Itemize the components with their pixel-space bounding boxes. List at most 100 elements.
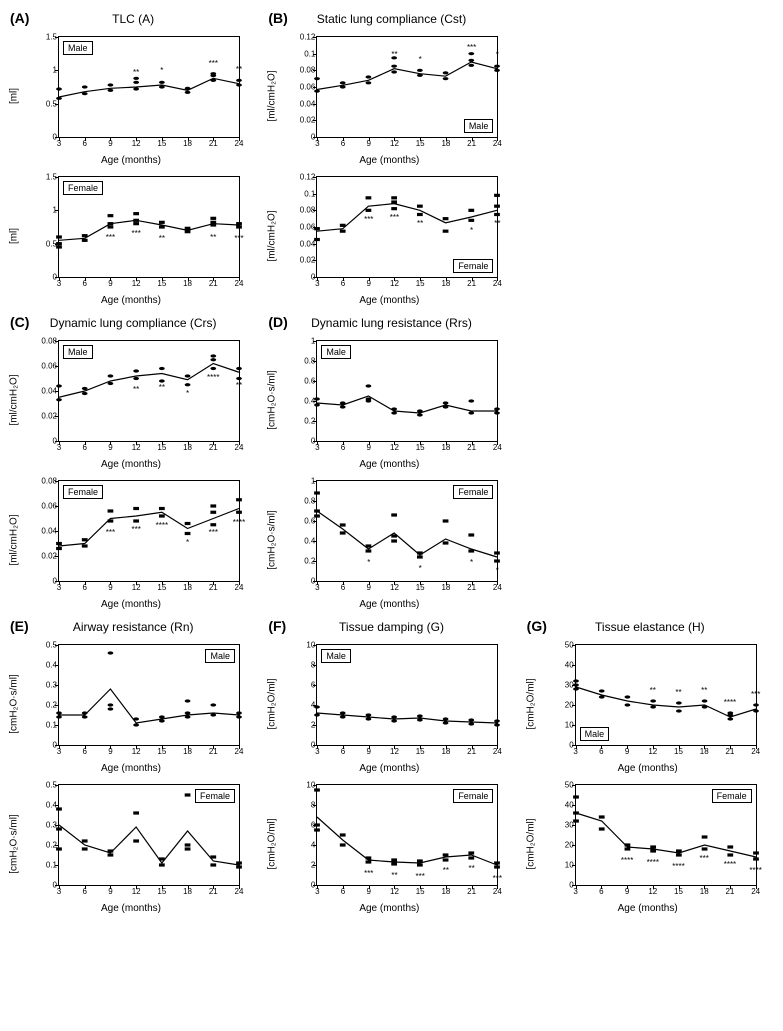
ytick-label: 0.08 <box>41 337 57 346</box>
xtick-label: 12 <box>390 443 399 452</box>
xtick-label: 9 <box>625 887 629 896</box>
y-axis-label: [ml/cmH₂O] <box>9 514 20 565</box>
ytick-label: 0.1 <box>304 49 315 58</box>
significance-marker: * <box>367 559 370 567</box>
xtick-label: 12 <box>132 139 141 148</box>
panel-title: TLC (A) <box>10 12 256 26</box>
ytick-label: 0.5 <box>46 239 57 248</box>
panel-title: Airway resistance (Rn) <box>10 620 256 634</box>
ytick-label: 10 <box>565 861 574 870</box>
xtick-label: 6 <box>341 139 345 148</box>
sex-label-box: Male <box>580 727 610 741</box>
xtick-label: 24 <box>235 443 244 452</box>
sex-label-box: Male <box>63 41 93 55</box>
ytick-label: 1.5 <box>46 33 57 42</box>
xtick-label: 12 <box>390 887 399 896</box>
xtick-label: 6 <box>599 887 603 896</box>
xtick-label: 6 <box>82 747 86 756</box>
y-axis-label: [cmH₂O·s/ml] <box>9 814 20 873</box>
panel-title: Tissue elastance (H) <box>527 620 773 634</box>
xtick-label: 15 <box>416 139 425 148</box>
plot-area: 00.020.040.060.083691215182124**********… <box>58 480 240 582</box>
ytick-label: 2 <box>311 861 315 870</box>
ytick-label: 10 <box>565 721 574 730</box>
ytick-label: 0.5 <box>46 99 57 108</box>
ytick-label: 0.8 <box>304 357 315 366</box>
plot-area: 00.511.53691215182124*************Female <box>58 176 240 278</box>
xtick-label: 18 <box>441 747 450 756</box>
ytick-label: 0.3 <box>46 681 57 690</box>
ytick-label: 0.06 <box>41 502 57 511</box>
xtick-label: 15 <box>157 583 166 592</box>
ytick-label: 0.04 <box>41 387 57 396</box>
y-axis-label: [cmH₂O·s/ml] <box>267 370 278 429</box>
xtick-label: 6 <box>82 139 86 148</box>
significance-marker: * <box>186 390 189 398</box>
significance-marker: *** <box>209 529 218 537</box>
xtick-label: 6 <box>341 279 345 288</box>
ytick-label: 0.04 <box>300 99 316 108</box>
panel-title: Tissue damping (G) <box>268 620 514 634</box>
x-axis-label: Age (months) <box>359 155 419 166</box>
xtick-label: 3 <box>573 747 577 756</box>
plot-area: 00.20.40.60.813691215182124****Female <box>316 480 498 582</box>
sex-label-box: Female <box>195 789 235 803</box>
significance-marker: *** <box>131 526 140 534</box>
ytick-label: 1 <box>53 66 57 75</box>
xtick-label: 18 <box>183 583 192 592</box>
panel-tag: (F) <box>268 618 286 634</box>
xtick-label: 6 <box>82 887 86 896</box>
ytick-label: 0.4 <box>46 801 57 810</box>
ytick-label: 0.04 <box>41 527 57 536</box>
significance-marker: * <box>160 67 163 75</box>
ytick-label: 0.8 <box>304 497 315 506</box>
significance-marker: ** <box>236 382 242 390</box>
plot-area: 00.10.20.30.40.53691215182124Female <box>58 784 240 886</box>
xtick-label: 3 <box>57 887 61 896</box>
ytick-label: 0.2 <box>304 417 315 426</box>
panel-G: (G)Tissue elastance (H)01020304050369121… <box>527 618 773 914</box>
xtick-label: 21 <box>209 887 218 896</box>
xtick-label: 9 <box>367 443 371 452</box>
xtick-label: 9 <box>108 443 112 452</box>
panel-tag: (E) <box>10 618 29 634</box>
significance-marker: **** <box>647 859 659 867</box>
significance-marker: ** <box>159 235 165 243</box>
ytick-label: 0.06 <box>300 223 316 232</box>
ytick-label: 6 <box>311 681 315 690</box>
xtick-label: 18 <box>441 139 450 148</box>
xtick-label: 18 <box>183 279 192 288</box>
xtick-label: 24 <box>493 139 502 148</box>
subplot: 00.020.040.060.083691215182124**********… <box>16 330 246 470</box>
xtick-label: 3 <box>315 887 319 896</box>
significance-marker: ** <box>133 69 139 77</box>
plot-area: 00.20.40.60.813691215182124Male <box>316 340 498 442</box>
ytick-label: 2 <box>311 721 315 730</box>
xtick-label: 6 <box>341 747 345 756</box>
xtick-label: 21 <box>467 583 476 592</box>
xtick-label: 21 <box>209 279 218 288</box>
xtick-label: 12 <box>390 583 399 592</box>
significance-marker: ** <box>494 220 500 228</box>
xtick-label: 9 <box>367 747 371 756</box>
xtick-label: 21 <box>467 139 476 148</box>
xtick-label: 18 <box>183 887 192 896</box>
sex-label-box: Male <box>464 119 494 133</box>
xtick-label: 12 <box>132 747 141 756</box>
ytick-label: 0.1 <box>46 721 57 730</box>
xtick-label: 15 <box>157 443 166 452</box>
panel-title: Dynamic lung resistance (Rrs) <box>268 316 514 330</box>
significance-marker: *** <box>106 234 115 242</box>
xtick-label: 12 <box>390 139 399 148</box>
xtick-label: 18 <box>441 443 450 452</box>
ytick-label: 10 <box>306 781 315 790</box>
significance-marker: *** <box>751 691 760 699</box>
ytick-label: 0.02 <box>300 116 316 125</box>
ytick-label: 0.02 <box>300 256 316 265</box>
significance-marker: ** <box>443 867 449 875</box>
ytick-label: 0.04 <box>300 239 316 248</box>
xtick-label: 15 <box>416 443 425 452</box>
xtick-label: 12 <box>132 443 141 452</box>
xtick-label: 21 <box>467 887 476 896</box>
xtick-label: 12 <box>390 279 399 288</box>
